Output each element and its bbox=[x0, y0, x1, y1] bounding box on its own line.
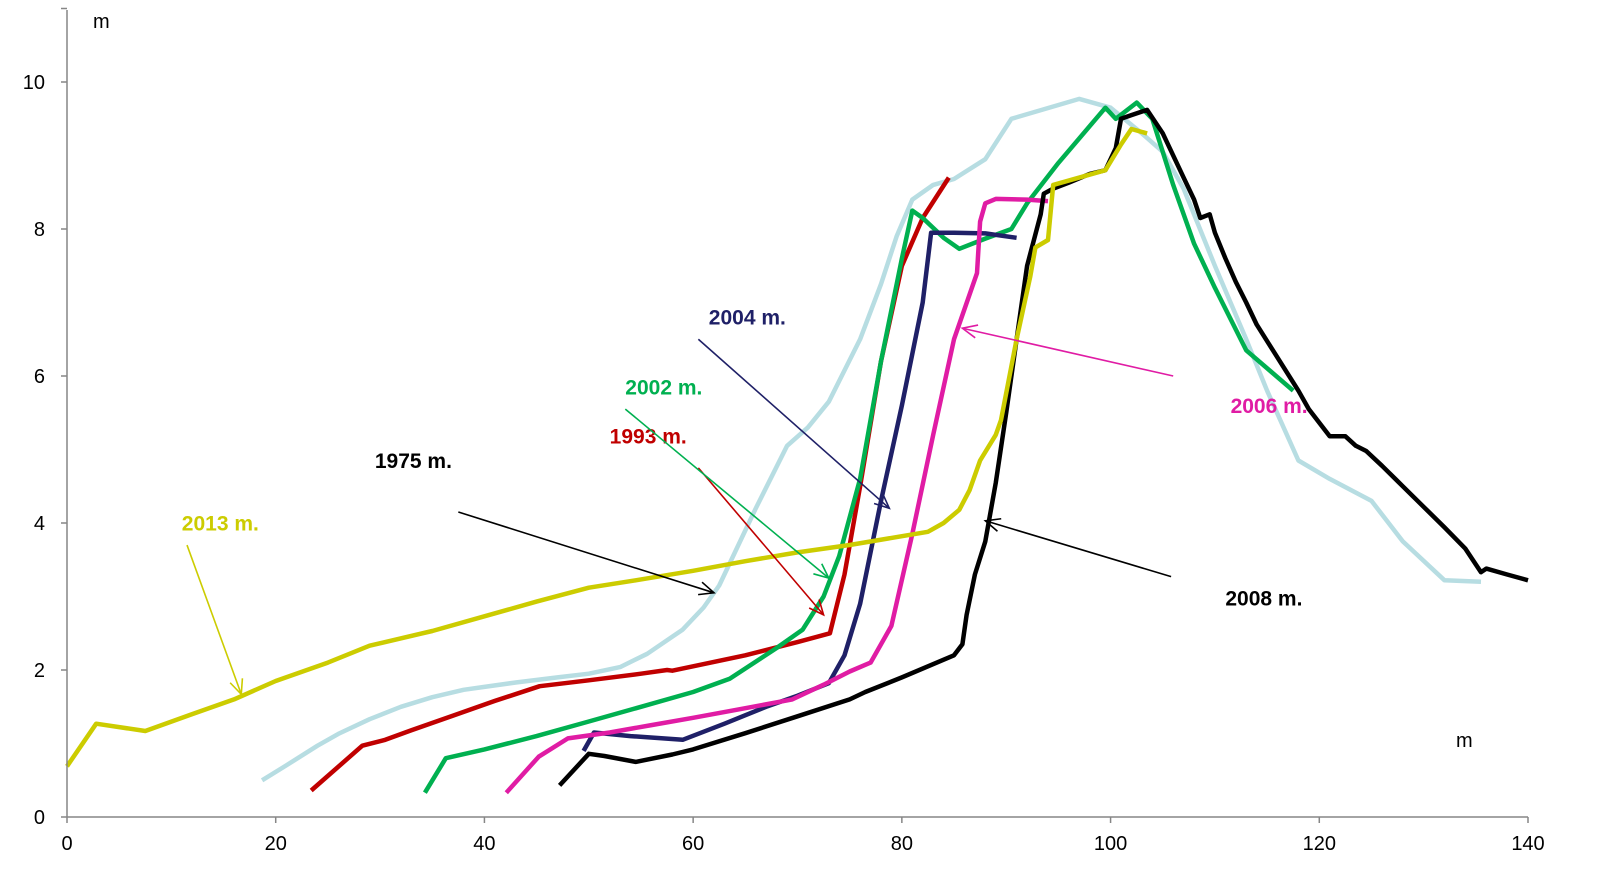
x-axis-label: m bbox=[1456, 730, 1473, 752]
annotation-arrow-1993 bbox=[697, 467, 825, 616]
annotation-arrow-2008 bbox=[985, 520, 1172, 578]
y-tick-label: 2 bbox=[34, 660, 45, 682]
annotation-label-1975: 1975 m. bbox=[375, 450, 452, 473]
series-line-2002 bbox=[422, 100, 1295, 794]
y-axis-ticks: 0 2 4 6 8 10 bbox=[23, 7, 67, 829]
annotation-label-2002: 2002 m. bbox=[625, 376, 702, 399]
x-tick-label: 100 bbox=[1094, 833, 1127, 855]
annotation-arrowhead-2013 bbox=[229, 678, 244, 697]
y-axis-label: m bbox=[93, 11, 110, 33]
x-tick-label: 120 bbox=[1303, 833, 1336, 855]
annotation-arrowhead-1993 bbox=[808, 599, 825, 617]
annotation-arrow-2002 bbox=[624, 408, 830, 579]
y-tick-label: 10 bbox=[23, 72, 45, 94]
series-line-2013 bbox=[65, 126, 1148, 768]
annotation-label-2006: 2006 m. bbox=[1231, 395, 1308, 418]
annotation-label-2013: 2013 m. bbox=[182, 512, 259, 535]
annotation-label-1993: 1993 m. bbox=[610, 426, 687, 449]
x-tick-label: 40 bbox=[473, 833, 495, 855]
annotation-arrowhead-1975 bbox=[698, 581, 716, 596]
annotation-label-2008: 2008 m. bbox=[1225, 587, 1302, 610]
annotation-arrow-2004 bbox=[697, 338, 890, 509]
y-tick-label: 4 bbox=[34, 513, 45, 535]
y-tick-label: 8 bbox=[34, 219, 45, 241]
y-tick-label: 6 bbox=[34, 366, 45, 388]
annotation-arrowhead-2006 bbox=[960, 324, 979, 339]
series-line-2004 bbox=[581, 230, 1017, 753]
series-line-1975 bbox=[260, 96, 1482, 783]
x-tick-label: 60 bbox=[682, 833, 704, 855]
y-tick-label: 0 bbox=[34, 807, 45, 829]
series-layer bbox=[65, 96, 1529, 795]
annotation-arrow-2006 bbox=[962, 327, 1174, 377]
x-tick-label: 80 bbox=[891, 833, 913, 855]
axes bbox=[66, 10, 1528, 818]
annotation-arrowhead-2008 bbox=[983, 517, 1002, 532]
annotation-arrow-1975 bbox=[458, 511, 715, 594]
annotation-label-2004: 2004 m. bbox=[709, 307, 786, 330]
x-tick-label: 140 bbox=[1511, 833, 1544, 855]
annotation-layer: 1975 m. 1993 m. 2002 m. 2004 m. 2006 m. 2008 … bbox=[182, 307, 1308, 697]
annotation-arrowhead-2002 bbox=[813, 563, 831, 580]
annotation-arrowhead-2004 bbox=[873, 493, 891, 510]
x-tick-label: 20 bbox=[265, 833, 287, 855]
x-axis-ticks: 0 20 40 60 80 100 120 140 bbox=[61, 817, 1545, 855]
series-line-2008 bbox=[557, 107, 1529, 787]
series-line-2006 bbox=[504, 196, 1049, 795]
annotation-arrow-2013 bbox=[186, 544, 243, 695]
x-tick-label: 0 bbox=[61, 833, 72, 855]
